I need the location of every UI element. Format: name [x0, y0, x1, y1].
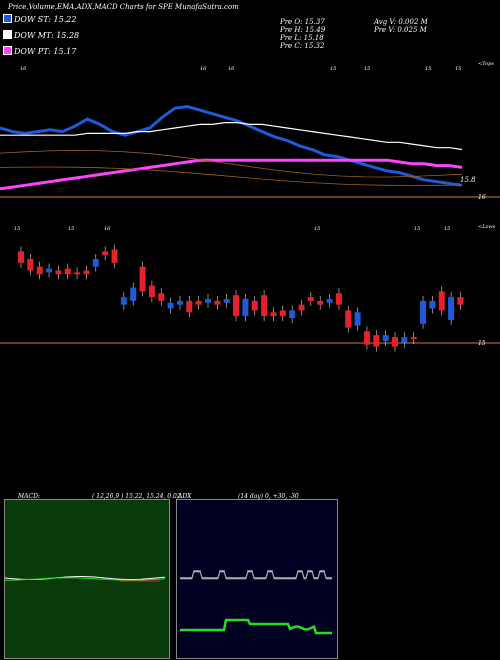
candle-body: [261, 295, 268, 317]
ema-band-0: [0, 149, 463, 178]
legend-swatch-pt: [3, 46, 12, 55]
candle-body: [279, 310, 286, 317]
prev-close: Pre C: 15.32: [280, 42, 325, 50]
candle-body: [102, 251, 109, 256]
macd-values: ( 12,26,9 ) 15.22, 15.24, 0.02: [92, 493, 181, 500]
ema-line-2: [0, 158, 463, 191]
legend-dow-st: DOW ST: 15.22: [3, 14, 76, 24]
candle-body: [64, 268, 71, 275]
candle-body: [410, 337, 417, 340]
candle-body: [233, 295, 240, 317]
prev-high: Pre H: 15.49: [280, 26, 326, 34]
candle-body: [195, 300, 202, 305]
legend-swatch-mt: [3, 30, 12, 39]
candle-body: [18, 251, 24, 263]
top-mark: 16: [228, 66, 235, 72]
candle-body: [373, 335, 380, 347]
candle-body: [186, 300, 193, 313]
candle-body: [167, 302, 174, 309]
candle-body: [214, 300, 221, 305]
candle-body: [139, 266, 146, 292]
candle-body: [205, 299, 211, 303]
low-mark: 15: [314, 226, 320, 232]
candle-body: [448, 297, 455, 320]
ema-band-1: [0, 166, 463, 186]
avg-volume: Avg V: 0.002 M: [374, 18, 428, 26]
candle-body: [111, 249, 118, 263]
adx-line: [180, 618, 332, 635]
top-mark: 15: [364, 66, 370, 72]
axis-marks: 16 16 16 15 15 15 15 15 15 16 15 15 15: [14, 66, 461, 232]
prev-volume: Pre V: 0.025 M: [374, 26, 427, 34]
tops-label: <Tops: [478, 61, 494, 67]
candle-body: [27, 259, 34, 271]
candle-body: [438, 291, 445, 311]
ema-line-1: [0, 121, 463, 151]
candle-body: [401, 337, 408, 343]
candle-body: [83, 270, 90, 275]
candle-body: [74, 272, 81, 275]
candle-body: [270, 312, 277, 317]
candle-body: [55, 270, 62, 275]
legend-dow-mt: DOW MT: 15.28: [3, 30, 79, 40]
prev-open: Pre O: 15.37: [280, 18, 325, 26]
adx-di-minus: [180, 571, 332, 580]
prev-low: Pre L: 15.18: [280, 34, 324, 42]
candle-body: [289, 310, 296, 319]
candle-body: [148, 285, 155, 298]
candle-body: [429, 300, 436, 309]
price-tag-15: 15: [478, 340, 486, 347]
legend-label-mt: DOW MT: 15.28: [14, 31, 80, 40]
candle-body: [176, 300, 183, 305]
candle-body: [130, 287, 137, 301]
candle-body: [363, 331, 370, 345]
candle-body: [457, 297, 464, 305]
candle-body: [317, 300, 324, 305]
macd-signal-line: [5, 577, 166, 581]
candle-body: [326, 299, 333, 303]
legend-label-pt: DOW PT: 15.17: [14, 47, 77, 56]
candle-body: [158, 293, 165, 301]
legend-swatch-st: [3, 14, 12, 23]
adx-values: (14 day) 0, +30, -30: [238, 493, 299, 500]
legend-label-st: DOW ST: 15.22: [14, 15, 77, 24]
candle-body: [420, 300, 427, 324]
candle-body: [36, 266, 43, 275]
candle-body: [345, 310, 352, 328]
low-mark: 15: [14, 226, 20, 232]
top-mark: 16: [200, 66, 207, 72]
top-mark: 15: [330, 66, 336, 72]
candle-body: [307, 297, 314, 301]
lows-label: <Lows: [478, 224, 496, 230]
candle-body: [92, 259, 99, 267]
legend-dow-pt: DOW PT: 15.17: [3, 46, 76, 56]
candle-body: [335, 293, 342, 305]
candles: [18, 244, 464, 352]
price-tag-current: 15.8: [460, 176, 476, 184]
price-tag-16: 16: [478, 194, 486, 201]
low-mark: 15: [414, 226, 420, 232]
low-mark: 16: [104, 226, 111, 232]
top-mark: 15: [455, 66, 461, 72]
candle-body: [392, 337, 398, 347]
candle-body: [242, 299, 249, 317]
adx-label: ADX: [178, 493, 192, 500]
low-mark: 15: [68, 226, 74, 232]
candle-body: [120, 297, 127, 305]
candle-body: [251, 300, 258, 311]
candle-body: [46, 268, 53, 273]
macd-label: MACD:: [18, 493, 40, 500]
ema-lines: [0, 104, 463, 191]
candle-body: [223, 299, 230, 303]
candle-body: [382, 335, 389, 341]
top-mark: 16: [20, 66, 27, 72]
ema-line-0: [0, 104, 463, 187]
candle-body: [354, 312, 361, 326]
top-mark: 15: [425, 66, 431, 72]
chart-title: Price,Volume,EMA,ADX,MACD Charts for SPE…: [8, 3, 239, 11]
candle-body: [298, 304, 305, 311]
low-mark: 15: [444, 226, 450, 232]
